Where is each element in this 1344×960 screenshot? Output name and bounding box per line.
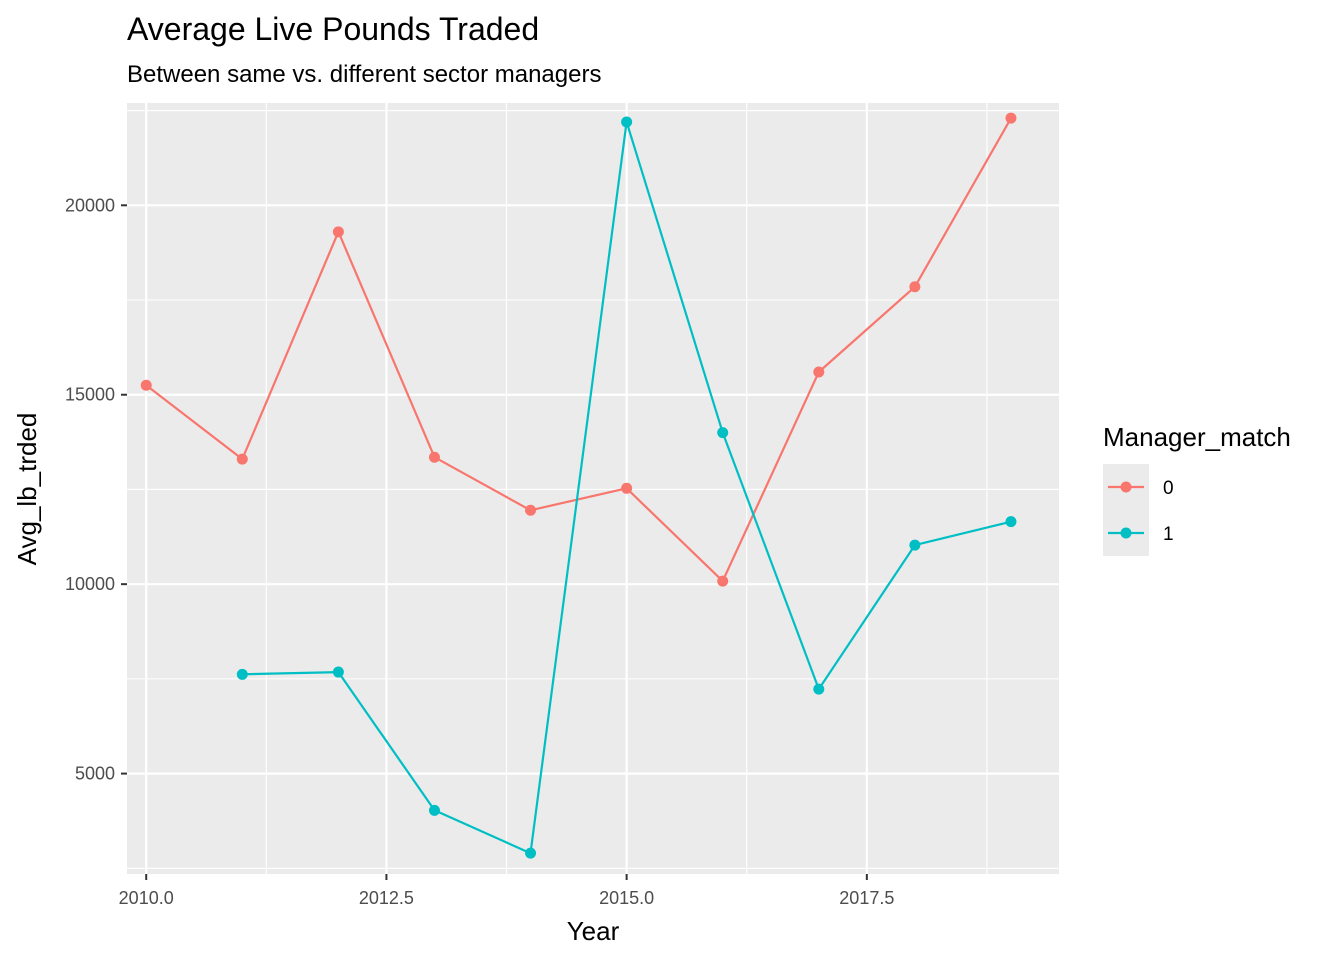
data-point (909, 539, 921, 551)
series-line-0 (145, 117, 1012, 583)
y-tick-label: 5000 (75, 764, 115, 784)
data-point (1005, 112, 1017, 124)
data-point (236, 668, 248, 680)
legend-label: 1 (1163, 524, 1174, 545)
legend: Manager_match 0 1 (1103, 422, 1291, 556)
data-point (621, 482, 633, 494)
major-gridlines (127, 103, 1059, 874)
data-point (1005, 516, 1017, 528)
data-point (813, 366, 825, 378)
y-axis: 5000 10000 15000 20000 (65, 195, 127, 784)
chart-subtitle: Between same vs. different sector manage… (127, 61, 601, 88)
y-tick-label: 10000 (65, 574, 115, 594)
legend-key-point (1120, 481, 1132, 493)
data-point (813, 683, 825, 695)
legend-title: Manager_match (1103, 422, 1291, 452)
data-point (428, 451, 440, 463)
data-point (909, 281, 921, 293)
x-tick-label: 2012.5 (359, 888, 414, 908)
data-point (332, 226, 344, 238)
x-tick-label: 2015.0 (599, 888, 654, 908)
series-1 (236, 116, 1017, 859)
y-tick-label: 20000 (65, 195, 115, 215)
data-point (717, 427, 729, 439)
x-tick-label: 2017.5 (839, 888, 894, 908)
x-axis-title: Year (567, 916, 620, 946)
chart-title: Average Live Pounds Traded (127, 11, 539, 47)
legend-item-0: 0 (1103, 464, 1174, 510)
minor-gridlines (127, 103, 1059, 874)
data-point (332, 666, 344, 678)
data-point (525, 847, 537, 859)
data-point (140, 379, 152, 391)
data-point (621, 116, 633, 128)
data-point (525, 504, 537, 516)
x-tick-label: 2010.0 (119, 888, 174, 908)
plot-panel (127, 103, 1059, 874)
x-axis: 2010.0 2012.5 2015.0 2017.5 (119, 874, 894, 908)
data-point (428, 804, 440, 816)
y-tick-label: 15000 (65, 385, 115, 405)
y-axis-title: Avg_lb_trded (12, 413, 42, 566)
data-point (236, 453, 248, 465)
legend-key-point (1120, 527, 1132, 539)
data-point (717, 575, 729, 587)
series-layer (140, 112, 1017, 859)
legend-item-1: 1 (1103, 510, 1174, 556)
series-0 (140, 112, 1017, 587)
legend-label: 0 (1163, 478, 1174, 499)
